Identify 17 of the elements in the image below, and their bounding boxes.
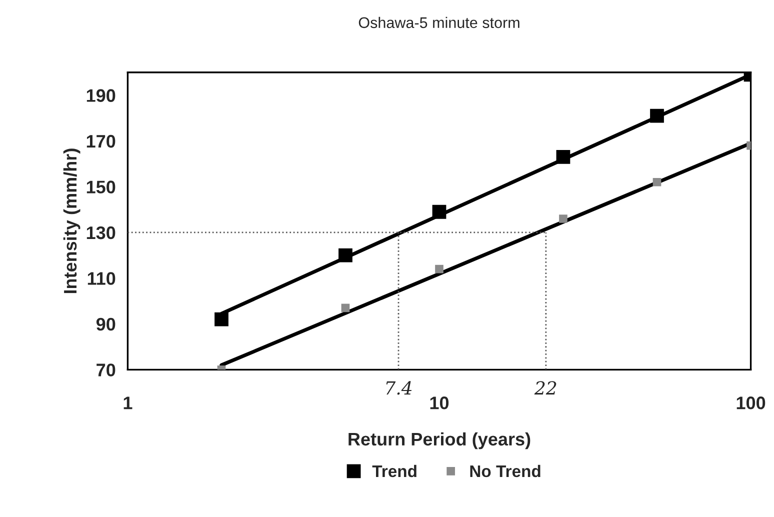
legend-label: No Trend <box>470 464 540 478</box>
y-tick-label: 110 <box>88 272 116 285</box>
y-tick-label: 90 <box>96 318 116 331</box>
x-tick-label: 10 <box>430 396 449 410</box>
y-tick-label: 150 <box>86 180 116 194</box>
annotation: 7.4 <box>386 381 412 395</box>
legend-label: Trend <box>372 464 416 478</box>
y-axis-title: Intensity (mm/hr) <box>63 148 80 294</box>
x-tick-label: 100 <box>736 396 766 410</box>
y-tick-label: 130 <box>86 226 116 240</box>
annotation: 22 <box>534 381 556 394</box>
x-axis-title: Return Period (years) <box>348 432 530 450</box>
y-tick-label: 190 <box>86 89 116 102</box>
x-tick-label: 1 <box>124 396 132 410</box>
chart-title: Oshawa-5 minute storm <box>358 16 520 28</box>
y-tick-label: 170 <box>86 134 116 148</box>
y-tick-label: 70 <box>96 364 116 376</box>
